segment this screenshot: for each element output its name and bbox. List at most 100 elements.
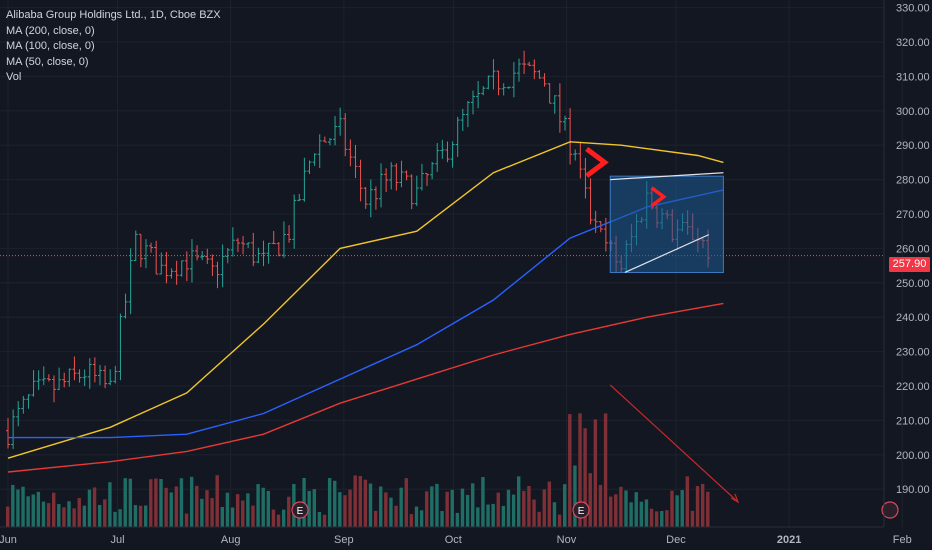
legend-ma200[interactable]: MA (200, close, 0) [6,24,95,37]
x-tick-label: Sep [334,534,354,546]
trend-line-upper [610,172,724,181]
earnings-icon-label: E [297,506,304,517]
annotation-rectangle [609,175,724,273]
volume-bar [271,509,276,527]
volume-bar [327,478,332,527]
volume-bar [552,502,557,527]
volume-bar [235,494,240,527]
volume-histogram [6,413,710,527]
volume-bar [588,473,592,527]
volume-bar [501,505,506,527]
volume-bar [11,484,15,527]
volume-bar [363,479,368,527]
volume-bar [174,486,179,527]
volume-bar [348,489,352,527]
volume-bar [108,482,112,527]
volume-bar [583,428,587,527]
last-price-label: 257.90 [889,257,930,272]
volume-bar [644,499,649,527]
volume-bar [384,492,388,527]
volume-bar [619,486,623,527]
volume-bar [471,483,475,527]
volume-bar [568,414,572,527]
volume-bar [118,509,122,527]
volume-bar [210,498,214,527]
volume-bar [21,486,25,527]
volume-bar [251,505,255,527]
volume-bar [399,487,403,527]
volume-bar [542,489,546,527]
volume-bar [77,498,81,527]
volume-bar [654,511,659,527]
earnings-icon [881,501,899,519]
volume-bar [639,501,644,527]
volume-bar [379,486,383,527]
y-tick-label: 290.00 [896,140,930,152]
volume-bar [486,504,490,527]
x-tick-label: 2021 [777,534,801,546]
ma-line-50 [7,141,724,459]
legend-ma50[interactable]: MA (50, close, 0) [6,55,89,68]
volume-bar [517,476,521,527]
legend-ma100[interactable]: MA (100, close, 0) [6,40,95,52]
volume-bar [225,492,230,527]
volume-bar [562,484,567,527]
volume-bar [6,506,10,527]
volume-bar [506,489,511,527]
volume-bar [113,511,117,527]
legend-vol[interactable]: Vol [6,71,22,83]
volume-bar [476,507,480,527]
volume-bar [333,480,337,527]
volume-bar [128,478,133,527]
volume-bar [700,483,705,527]
x-tick-label: Aug [221,534,241,546]
volume-bar [353,475,357,527]
volume-bar [31,494,35,527]
y-tick-label: 300.00 [896,106,930,118]
x-tick-label: Nov [557,534,577,546]
y-tick-label: 200.00 [896,450,930,462]
volume-bar [41,501,46,527]
arrow-marker [650,186,667,208]
volume-bar [598,485,603,527]
volume-bar [26,496,30,527]
volume-bar [706,491,710,527]
volume-bar [425,491,429,527]
x-tick-label: Oct [445,534,462,546]
y-tick-label: 270.00 [896,209,930,221]
volume-bar [440,510,444,527]
y-tick-label: 320.00 [896,37,930,49]
y-tick-label: 230.00 [896,347,930,359]
volume-bar [184,513,189,527]
volume-bar [695,486,700,527]
volume-bar [557,514,562,527]
legend-symbol[interactable]: Alibaba Group Holdings Ltd., 1D, Cboe BZ… [6,9,221,21]
volume-bar [261,487,265,527]
y-tick-label: 280.00 [896,175,930,187]
volume-bar [154,478,158,527]
volume-bar [660,511,664,527]
volume-bar [322,514,327,527]
volume-bar [649,508,654,527]
volume-bar [547,481,552,527]
volume-bar [103,499,107,527]
volume-bar [123,478,127,527]
y-tick-label: 220.00 [896,381,930,393]
y-tick-label: 260.00 [896,243,930,255]
ma-line-200 [7,302,724,473]
volume-bar [675,495,679,527]
volume-bar [72,508,76,527]
volume-bar [159,478,163,527]
volume-bar [281,509,286,527]
y-tick-label: 310.00 [896,71,930,83]
x-tick-label: Feb [893,534,912,546]
volume-bar [430,486,434,527]
y-tick-label: 240.00 [896,312,930,324]
volume-bar [481,477,485,527]
volume-bar [358,475,362,527]
x-tick-label: Jul [110,534,124,546]
volume-bar [532,499,536,527]
